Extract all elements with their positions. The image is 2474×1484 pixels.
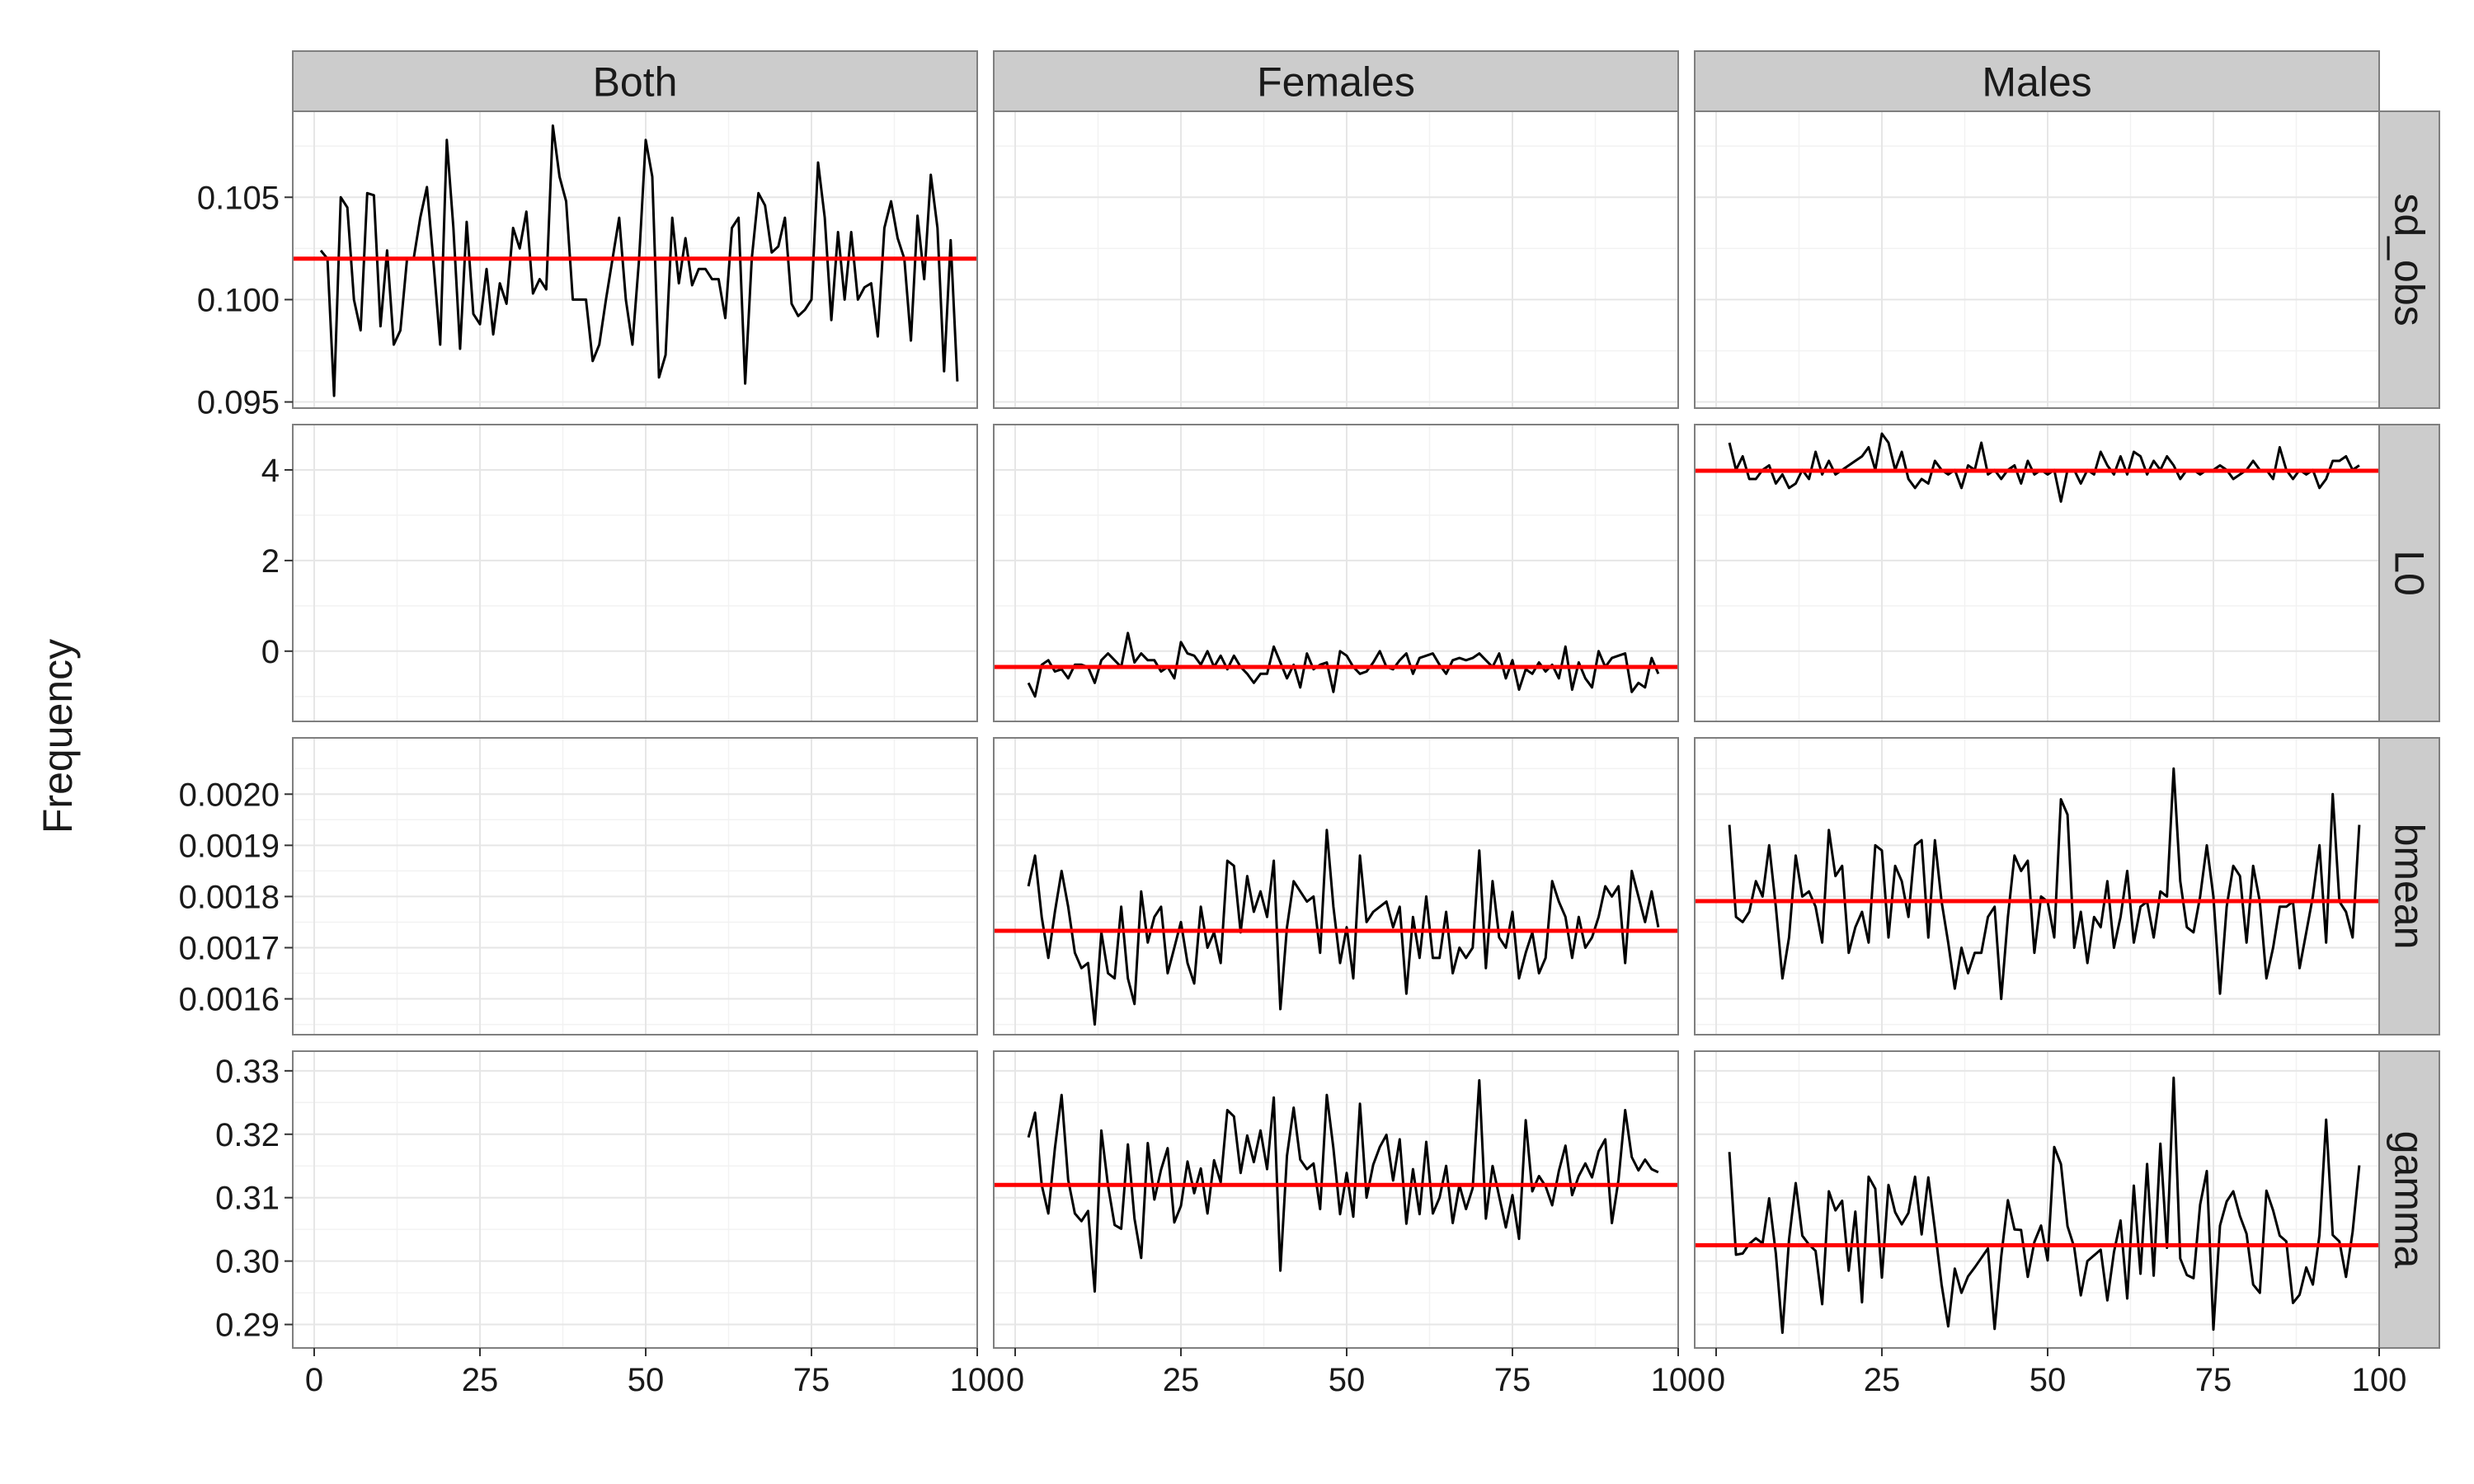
x-tick-label: 100 bbox=[950, 1362, 1005, 1398]
panel-background bbox=[293, 738, 977, 1035]
x-tick-label: 50 bbox=[628, 1362, 665, 1398]
trace-line-gamma-females bbox=[1027, 1078, 1659, 1293]
column-strip-label: Males bbox=[1982, 59, 2091, 106]
column-strips: Both Females Males bbox=[292, 50, 2380, 112]
panel-background bbox=[1695, 738, 2379, 1035]
trace-line-gamma-males bbox=[1728, 1076, 2361, 1334]
x-tick-label: 75 bbox=[2195, 1362, 2232, 1398]
facet-panel bbox=[292, 424, 978, 722]
panel-border bbox=[292, 424, 978, 722]
panel-border bbox=[292, 1050, 978, 1349]
y-axes: 0.095 0.100 0.105 0 2 4 0.0016 0.0017 0.0018 0.00… bbox=[179, 180, 293, 1344]
x-tick-label: 100 bbox=[1651, 1362, 1706, 1398]
y-tick-label: 0.33 bbox=[215, 1054, 280, 1090]
y-tick-label: 0 bbox=[261, 634, 280, 670]
facet-panel bbox=[1694, 1050, 2380, 1349]
y-tick-label: 4 bbox=[261, 453, 280, 489]
y-tick-label: 0.105 bbox=[197, 180, 280, 216]
facet-panel bbox=[993, 737, 1679, 1036]
y-tick-label: 0.100 bbox=[197, 282, 280, 318]
y-tick-label: 2 bbox=[261, 543, 280, 580]
row-strip-label: gamma bbox=[2387, 1131, 2433, 1269]
y-tick-label: 0.0017 bbox=[179, 930, 280, 966]
row-strip bbox=[2378, 1050, 2440, 1349]
x-tick-label: 50 bbox=[2030, 1362, 2067, 1398]
x-tick-label: 50 bbox=[1329, 1362, 1366, 1398]
row-strip-label: bmean bbox=[2387, 824, 2433, 950]
row-strip bbox=[2378, 424, 2440, 722]
x-tick-label: 0 bbox=[1006, 1362, 1024, 1398]
column-strip-label: Females bbox=[1257, 59, 1415, 106]
row-strips: sd_obs L0 bmean gamma bbox=[2378, 110, 2440, 1349]
y-tick-label: 0.0016 bbox=[179, 982, 280, 1018]
x-tick-label: 75 bbox=[1494, 1362, 1531, 1398]
facet-panel bbox=[1694, 737, 2380, 1036]
trace-line-bmean-females bbox=[1027, 829, 1660, 1026]
facet-panels bbox=[292, 110, 2380, 1349]
facet-panel bbox=[993, 424, 1679, 722]
panel-border bbox=[1694, 110, 2380, 409]
panel-border bbox=[1694, 737, 2380, 1036]
panel-border bbox=[993, 1050, 1679, 1349]
y-tick-label: 0.0018 bbox=[179, 879, 280, 915]
column-strip-label: Both bbox=[593, 59, 678, 106]
y-tick-label: 0.32 bbox=[215, 1117, 280, 1153]
facet-panel bbox=[993, 1050, 1679, 1349]
y-tick-label: 0.29 bbox=[215, 1308, 280, 1344]
row-strip bbox=[2378, 737, 2440, 1036]
x-tick-label: 25 bbox=[462, 1362, 499, 1398]
panel-border bbox=[292, 737, 978, 1036]
panel-border bbox=[292, 110, 978, 409]
row-strip-label: sd_obs bbox=[2387, 193, 2433, 326]
row-strip bbox=[2378, 110, 2440, 409]
row-strip-label: L0 bbox=[2387, 550, 2433, 596]
y-tick-label: 0.0020 bbox=[179, 777, 280, 813]
facet-panel bbox=[1694, 110, 2380, 409]
panel-border bbox=[993, 110, 1679, 409]
panel-border bbox=[993, 424, 1679, 722]
facet-panel bbox=[993, 110, 1679, 409]
panel-background bbox=[293, 425, 977, 721]
column-strip bbox=[292, 50, 978, 112]
x-tick-label: 25 bbox=[1864, 1362, 1901, 1398]
x-axes: 0 25 50 75 100 0 25 50 75 100 0 25 50 75 100 bbox=[305, 1348, 2407, 1398]
column-strip bbox=[1694, 50, 2380, 112]
panel-border bbox=[1694, 424, 2380, 722]
x-tick-label: 75 bbox=[793, 1362, 830, 1398]
panel-background bbox=[1695, 111, 2379, 408]
x-tick-label: 0 bbox=[305, 1362, 323, 1398]
y-axis-title: Frequency bbox=[35, 639, 81, 834]
y-tick-label: 0.095 bbox=[197, 385, 280, 421]
y-tick-label: 0.30 bbox=[215, 1244, 280, 1280]
facet-panel bbox=[292, 110, 978, 409]
column-strip bbox=[993, 50, 1679, 112]
panel-background bbox=[994, 111, 1678, 408]
y-tick-label: 0.0019 bbox=[179, 828, 280, 864]
facet-panel bbox=[292, 737, 978, 1036]
x-tick-label: 100 bbox=[2352, 1362, 2407, 1398]
panel-background bbox=[293, 1051, 977, 1348]
panel-background bbox=[994, 1051, 1678, 1348]
x-tick-label: 25 bbox=[1163, 1362, 1200, 1398]
facet-panel bbox=[292, 1050, 978, 1349]
facet-panel bbox=[1694, 424, 2380, 722]
x-tick-label: 0 bbox=[1707, 1362, 1725, 1398]
y-tick-label: 0.31 bbox=[215, 1181, 280, 1217]
panel-background bbox=[994, 738, 1678, 1035]
panel-border bbox=[1694, 1050, 2380, 1349]
panel-border bbox=[993, 737, 1679, 1036]
